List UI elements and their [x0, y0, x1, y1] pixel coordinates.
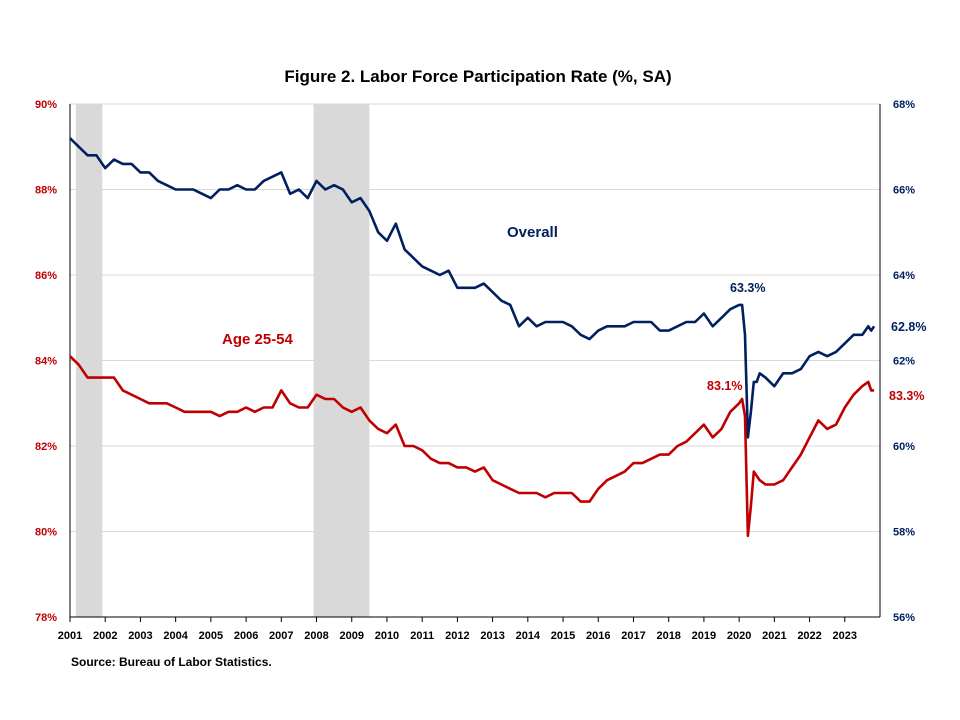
chart-title: Figure 2. Labor Force Participation Rate…	[284, 67, 671, 86]
label-age-peak: 83.1%	[707, 379, 742, 393]
x-tick-label: 2021	[762, 630, 786, 642]
x-tick-label: 2006	[234, 630, 258, 642]
y-left-tick-label: 80%	[35, 527, 57, 539]
x-tick-label: 2005	[199, 630, 223, 642]
x-tick-label: 2023	[833, 630, 857, 642]
x-tick-label: 2002	[93, 630, 117, 642]
x-tick-label: 2003	[128, 630, 152, 642]
y-left-tick-label: 84%	[35, 356, 57, 368]
y-right-tick-label: 58%	[893, 527, 915, 539]
x-tick-label: 2017	[621, 630, 645, 642]
x-tick-label: 2013	[480, 630, 504, 642]
y-left-tick-label: 82%	[35, 441, 57, 453]
y-left-tick-label: 88%	[35, 185, 57, 197]
x-tick-label: 2011	[410, 630, 434, 642]
x-tick-label: 2020	[727, 630, 751, 642]
series-lines	[69, 137, 876, 538]
x-tick-label: 2007	[269, 630, 293, 642]
y-right-tick-label: 60%	[893, 441, 915, 453]
x-tick-label: 2010	[375, 630, 399, 642]
label-age-latest: 83.3%	[889, 389, 924, 403]
series-line-age-25-54	[69, 355, 875, 538]
x-tick-label: 2018	[656, 630, 680, 642]
source-note: Source: Bureau of Labor Statistics.	[71, 655, 272, 669]
x-tick-label: 2019	[692, 630, 716, 642]
x-tick-label: 2008	[304, 630, 328, 642]
x-tick-label: 2012	[445, 630, 469, 642]
x-tick-label: 2009	[339, 630, 363, 642]
label-age-25-54: Age 25-54	[222, 331, 294, 348]
x-tick-label: 2016	[586, 630, 610, 642]
y-left-tick-label: 78%	[35, 612, 57, 624]
y-right-tick-label: 68%	[893, 99, 915, 111]
y-right-tick-label: 64%	[893, 270, 915, 282]
x-tick-label: 2015	[551, 630, 575, 642]
x-tick-label: 2004	[163, 630, 188, 642]
label-overall-latest: 62.8%	[891, 320, 926, 334]
y-right-tick-label: 62%	[893, 356, 915, 368]
axes: 78% 56% 80% 58% 82% 60% 84% 62% 86% 64% 88% 66% 90% 6…	[35, 99, 915, 642]
y-left-tick-label: 86%	[35, 270, 57, 282]
gridlines	[70, 103, 880, 532]
x-tick-label: 2014	[516, 630, 541, 642]
label-overall-peak: 63.3%	[730, 281, 765, 295]
label-overall: Overall	[507, 224, 558, 241]
y-right-tick-label: 66%	[893, 185, 915, 197]
x-tick-label: 2022	[797, 630, 821, 642]
series-line-overall	[69, 137, 876, 439]
y-right-tick-label: 56%	[893, 612, 915, 624]
y-left-tick-label: 90%	[35, 99, 57, 111]
x-tick-label: 2001	[58, 630, 82, 642]
